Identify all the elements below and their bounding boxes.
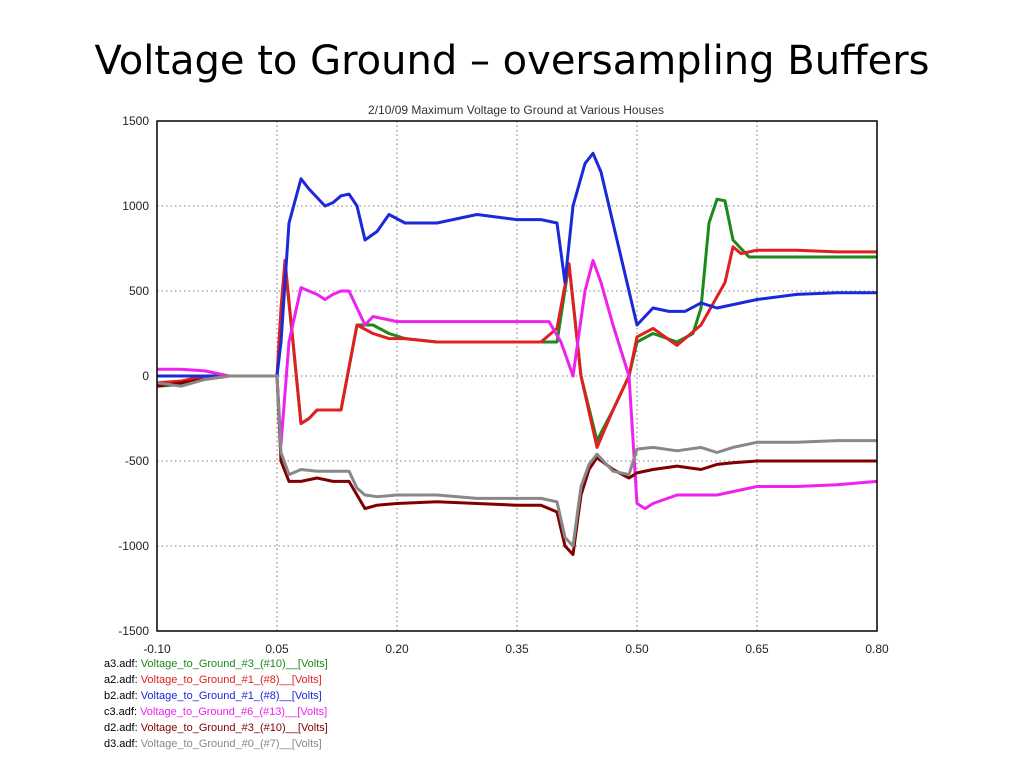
chart-title: 2/10/09 Maximum Voltage to Ground at Var…	[368, 103, 664, 117]
legend-item: d3.adf: Voltage_to_Ground_#0_(#7)__[Volt…	[104, 738, 322, 750]
x-tick-label: 0.65	[745, 642, 769, 656]
slide-title: Voltage to Ground – oversampling Buffers	[94, 38, 930, 84]
x-tick-label: 0.35	[505, 642, 529, 656]
x-tick-label: 0.05	[265, 642, 289, 656]
series-line-c3	[157, 258, 878, 511]
plot-frame	[156, 120, 878, 632]
legend-file-label: c3.adf:	[104, 706, 141, 718]
legend-item: d2.adf: Voltage_to_Ground_#3_(#10)__[Vol…	[104, 722, 328, 734]
chart-svg: 2/10/09 Maximum Voltage to Ground at Var…	[118, 103, 889, 656]
y-tick-label: 0	[142, 369, 149, 383]
x-tick-label: 0.50	[625, 642, 649, 656]
series-line-d3	[156, 374, 877, 548]
legend-series-name: Voltage_to_Ground_#0_(#7)__[Volts]	[140, 738, 322, 750]
series-layer	[156, 151, 878, 556]
legend-file-label: b2.adf:	[104, 690, 141, 702]
x-tick-label: -0.10	[143, 642, 171, 656]
series-line-a2	[156, 245, 877, 449]
legend-series-name: Voltage_to_Ground_#6_(#13)__[Volts]	[140, 706, 328, 718]
chart-container: 2/10/09 Maximum Voltage to Ground at Var…	[0, 100, 1024, 760]
y-tick-label: 1500	[122, 114, 149, 128]
legend-file-label: d3.adf:	[104, 738, 141, 750]
y-tick-label: -500	[125, 454, 149, 468]
legend-file-label: a3.adf:	[104, 658, 141, 670]
legend-series-name: Voltage_to_Ground_#1_(#8)__[Volts]	[140, 674, 322, 686]
x-tick-label: 0.20	[385, 642, 409, 656]
series-line-b2	[157, 151, 877, 378]
y-tick-label: 1000	[122, 199, 149, 213]
legend-file-label: d2.adf:	[104, 722, 141, 734]
legend-series-name: Voltage_to_Ground_#3_(#10)__[Volts]	[140, 722, 328, 734]
tick-layer: -0.10 0.05 0.20 0.35 0.50 0.65 0.80 1500 1000 500…	[118, 114, 889, 656]
legend-file-label: a2.adf:	[104, 674, 141, 686]
legend-item: b2.adf: Voltage_to_Ground_#1_(#8)__[Volt…	[104, 690, 322, 702]
series-line-d2	[156, 374, 877, 556]
legend-series-name: Voltage_to_Ground_#3_(#10)__[Volts]	[140, 658, 328, 670]
legend-series-name: Voltage_to_Ground_#1_(#8)__[Volts]	[140, 690, 322, 702]
legend-item: a2.adf: Voltage_to_Ground_#1_(#8)__[Volt…	[104, 674, 322, 686]
y-tick-label: -1500	[118, 624, 149, 638]
legend-item: c3.adf: Voltage_to_Ground_#6_(#13)__[Vol…	[104, 706, 327, 718]
y-tick-label: 500	[129, 284, 149, 298]
x-tick-label: 0.80	[865, 642, 889, 656]
y-tick-label: -1000	[118, 539, 149, 553]
legend-item: a3.adf: Voltage_to_Ground_#3_(#10)__[Vol…	[104, 658, 328, 670]
